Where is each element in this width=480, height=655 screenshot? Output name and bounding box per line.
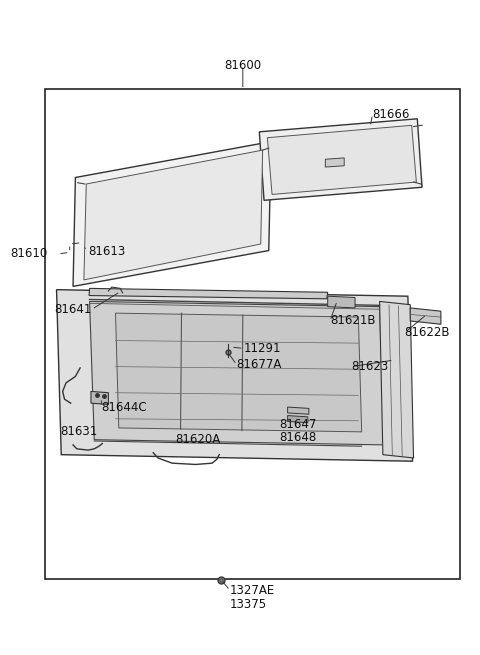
Text: 81623: 81623	[351, 360, 388, 373]
Polygon shape	[267, 125, 416, 195]
Polygon shape	[73, 141, 271, 286]
Polygon shape	[57, 290, 413, 461]
Text: 81610: 81610	[10, 248, 47, 260]
Bar	[45, 90, 460, 578]
Text: 1327AE: 1327AE	[230, 584, 276, 597]
Text: 81641: 81641	[55, 303, 92, 316]
Polygon shape	[84, 150, 263, 280]
Polygon shape	[325, 158, 344, 167]
Polygon shape	[91, 392, 108, 404]
Text: 81600: 81600	[224, 59, 262, 72]
Text: 81677A: 81677A	[237, 358, 282, 371]
Polygon shape	[259, 119, 422, 200]
Polygon shape	[288, 415, 308, 422]
Text: 81613: 81613	[88, 246, 125, 258]
Polygon shape	[116, 313, 361, 432]
Polygon shape	[328, 296, 355, 308]
Text: 81631: 81631	[60, 425, 97, 438]
Text: 81621B: 81621B	[330, 314, 375, 328]
Text: 81620A: 81620A	[175, 433, 221, 446]
Polygon shape	[288, 407, 309, 414]
Text: 81647: 81647	[279, 417, 317, 430]
Polygon shape	[89, 288, 328, 299]
Polygon shape	[410, 308, 441, 324]
Text: 11291: 11291	[244, 342, 281, 355]
Polygon shape	[380, 301, 414, 458]
Text: 81648: 81648	[279, 430, 317, 443]
Text: 81622B: 81622B	[405, 326, 450, 339]
Text: 13375: 13375	[230, 598, 267, 611]
Polygon shape	[90, 301, 384, 445]
Text: 81666: 81666	[372, 107, 410, 121]
Text: 81644C: 81644C	[101, 401, 147, 413]
